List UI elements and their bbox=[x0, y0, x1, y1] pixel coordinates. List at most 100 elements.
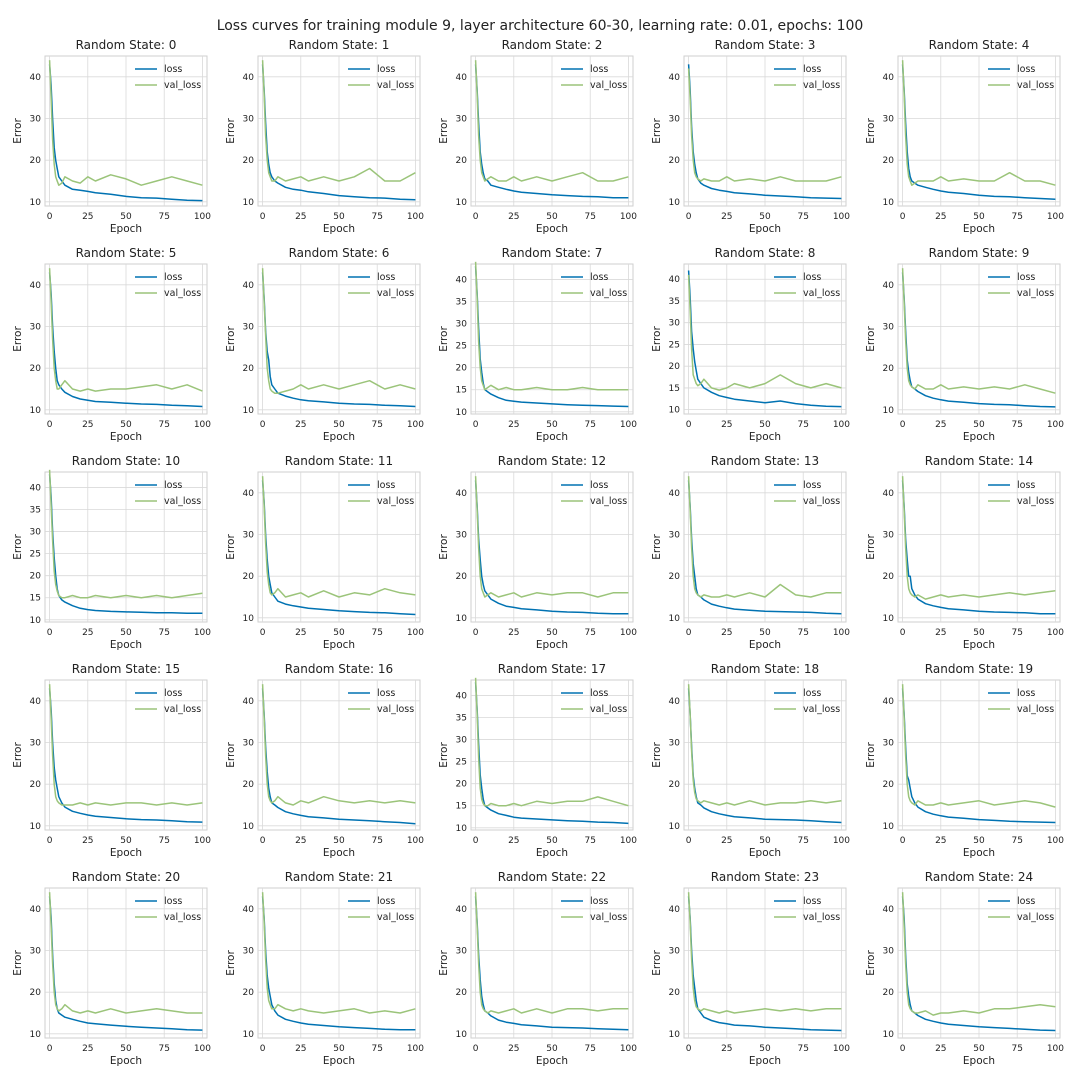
legend-label: loss bbox=[590, 64, 608, 75]
subplot: 0 25 50 75 100 10 20 30 40 loss val_loss Random Sta… bbox=[865, 870, 1064, 1067]
x-axis-label: Epoch bbox=[749, 1055, 781, 1067]
x-tick-label: 25 bbox=[935, 836, 946, 846]
y-tick-label: 10 bbox=[669, 198, 681, 208]
y-tick-label: 30 bbox=[456, 320, 468, 330]
subplot-title: Random State: 14 bbox=[925, 454, 1033, 468]
y-axis-label: Error bbox=[651, 950, 663, 976]
y-axis-label: Error bbox=[651, 326, 663, 352]
loss-line bbox=[474, 682, 629, 825]
legend-label: val_loss bbox=[803, 704, 840, 715]
x-tick-label: 100 bbox=[1047, 628, 1064, 638]
x-axis-label: Epoch bbox=[749, 639, 781, 651]
x-tick-label: 75 bbox=[158, 836, 169, 846]
legend-label: loss bbox=[590, 480, 608, 491]
x-tick-label: 0 bbox=[686, 212, 692, 222]
x-tick-label: 50 bbox=[973, 628, 985, 638]
subplot-title: Random State: 10 bbox=[72, 454, 180, 468]
x-tick-label: 50 bbox=[759, 628, 771, 638]
y-tick-label: 30 bbox=[30, 528, 42, 538]
x-tick-label: 25 bbox=[721, 628, 732, 638]
y-tick-label: 25 bbox=[456, 758, 467, 768]
x-tick-label: 25 bbox=[508, 420, 519, 430]
y-tick-label: 40 bbox=[243, 281, 255, 291]
x-axis-label: Epoch bbox=[536, 1055, 568, 1067]
x-tick-label: 50 bbox=[759, 1044, 771, 1054]
loss-line bbox=[48, 688, 203, 823]
y-tick-label: 10 bbox=[669, 614, 681, 624]
y-tick-label: 20 bbox=[456, 988, 468, 998]
x-tick-label: 25 bbox=[295, 628, 306, 638]
val-loss-line bbox=[474, 261, 629, 391]
legend-label: loss bbox=[377, 688, 395, 699]
y-tick-label: 20 bbox=[30, 988, 42, 998]
subplot: 0 25 50 75 100 10 15 20 25 30 35 40 loss val_loss Rand… bbox=[12, 454, 211, 651]
y-tick-label: 10 bbox=[30, 406, 42, 416]
x-axis-label: Epoch bbox=[110, 431, 142, 443]
y-tick-label: 20 bbox=[30, 364, 42, 374]
legend-label: loss bbox=[164, 480, 182, 491]
y-axis-label: Error bbox=[12, 118, 24, 144]
legend-label: val_loss bbox=[164, 80, 201, 91]
subplot-title: Random State: 9 bbox=[929, 246, 1030, 260]
y-tick-label: 20 bbox=[243, 364, 255, 374]
x-tick-label: 50 bbox=[333, 1044, 345, 1054]
x-tick-label: 0 bbox=[260, 1044, 266, 1054]
x-tick-label: 75 bbox=[1011, 420, 1022, 430]
y-tick-label: 25 bbox=[456, 342, 467, 352]
subplot-title: Random State: 16 bbox=[285, 662, 393, 676]
subplot: 0 25 50 75 100 10 20 30 40 loss val_loss Random Sta… bbox=[225, 454, 424, 651]
val-loss-line bbox=[474, 60, 629, 182]
subplot: 0 25 50 75 100 10 20 30 40 loss val_loss Random Sta… bbox=[225, 870, 424, 1067]
x-tick-label: 75 bbox=[371, 1044, 382, 1054]
y-tick-label: 10 bbox=[456, 198, 468, 208]
legend-label: loss bbox=[164, 64, 182, 75]
y-tick-label: 30 bbox=[30, 323, 42, 333]
x-tick-label: 50 bbox=[120, 420, 132, 430]
y-tick-label: 40 bbox=[883, 905, 895, 915]
subplot: 0 25 50 75 100 10 20 30 40 loss val_loss Random Sta… bbox=[438, 38, 637, 235]
subplot-title: Random State: 4 bbox=[929, 38, 1030, 52]
x-tick-label: 25 bbox=[82, 628, 93, 638]
x-tick-label: 50 bbox=[759, 836, 771, 846]
val-loss-line bbox=[901, 268, 1056, 394]
y-tick-label: 10 bbox=[456, 614, 468, 624]
y-tick-label: 30 bbox=[30, 115, 42, 125]
y-tick-label: 35 bbox=[456, 298, 467, 308]
y-axis-label: Error bbox=[12, 326, 24, 352]
y-tick-label: 30 bbox=[883, 531, 895, 541]
loss-line bbox=[474, 480, 629, 615]
x-tick-label: 25 bbox=[295, 1044, 306, 1054]
loss-line bbox=[687, 896, 842, 1032]
y-tick-label: 35 bbox=[456, 714, 467, 724]
x-tick-label: 25 bbox=[295, 420, 306, 430]
y-tick-label: 40 bbox=[30, 905, 42, 915]
y-tick-label: 10 bbox=[883, 822, 895, 832]
y-tick-label: 35 bbox=[669, 297, 680, 307]
x-tick-label: 0 bbox=[473, 1044, 479, 1054]
x-tick-label: 100 bbox=[194, 628, 211, 638]
y-axis-label: Error bbox=[225, 118, 237, 144]
x-tick-label: 0 bbox=[47, 420, 53, 430]
x-axis-label: Epoch bbox=[963, 431, 995, 443]
legend-label: loss bbox=[590, 688, 608, 699]
y-axis-label: Error bbox=[865, 950, 877, 976]
subplot-title: Random State: 1 bbox=[289, 38, 390, 52]
y-axis-label: Error bbox=[12, 534, 24, 560]
legend-label: loss bbox=[164, 272, 182, 283]
x-tick-label: 100 bbox=[1047, 1044, 1064, 1054]
val-loss-line bbox=[901, 684, 1056, 808]
subplot-title: Random State: 11 bbox=[285, 454, 393, 468]
y-axis-label: Error bbox=[438, 326, 450, 352]
legend-label: val_loss bbox=[377, 704, 414, 715]
x-tick-label: 75 bbox=[584, 212, 595, 222]
y-tick-label: 30 bbox=[669, 739, 681, 749]
legend-label: val_loss bbox=[803, 80, 840, 91]
y-tick-label: 10 bbox=[883, 198, 895, 208]
y-tick-label: 30 bbox=[243, 739, 255, 749]
subplot-title: Random State: 21 bbox=[285, 870, 393, 884]
legend-label: loss bbox=[1017, 688, 1035, 699]
legend-label: loss bbox=[164, 688, 182, 699]
val-loss-line bbox=[48, 892, 203, 1014]
subplot: 0 25 50 75 100 10 20 30 40 loss val_loss Random Sta… bbox=[865, 246, 1064, 443]
y-axis-label: Error bbox=[438, 742, 450, 768]
